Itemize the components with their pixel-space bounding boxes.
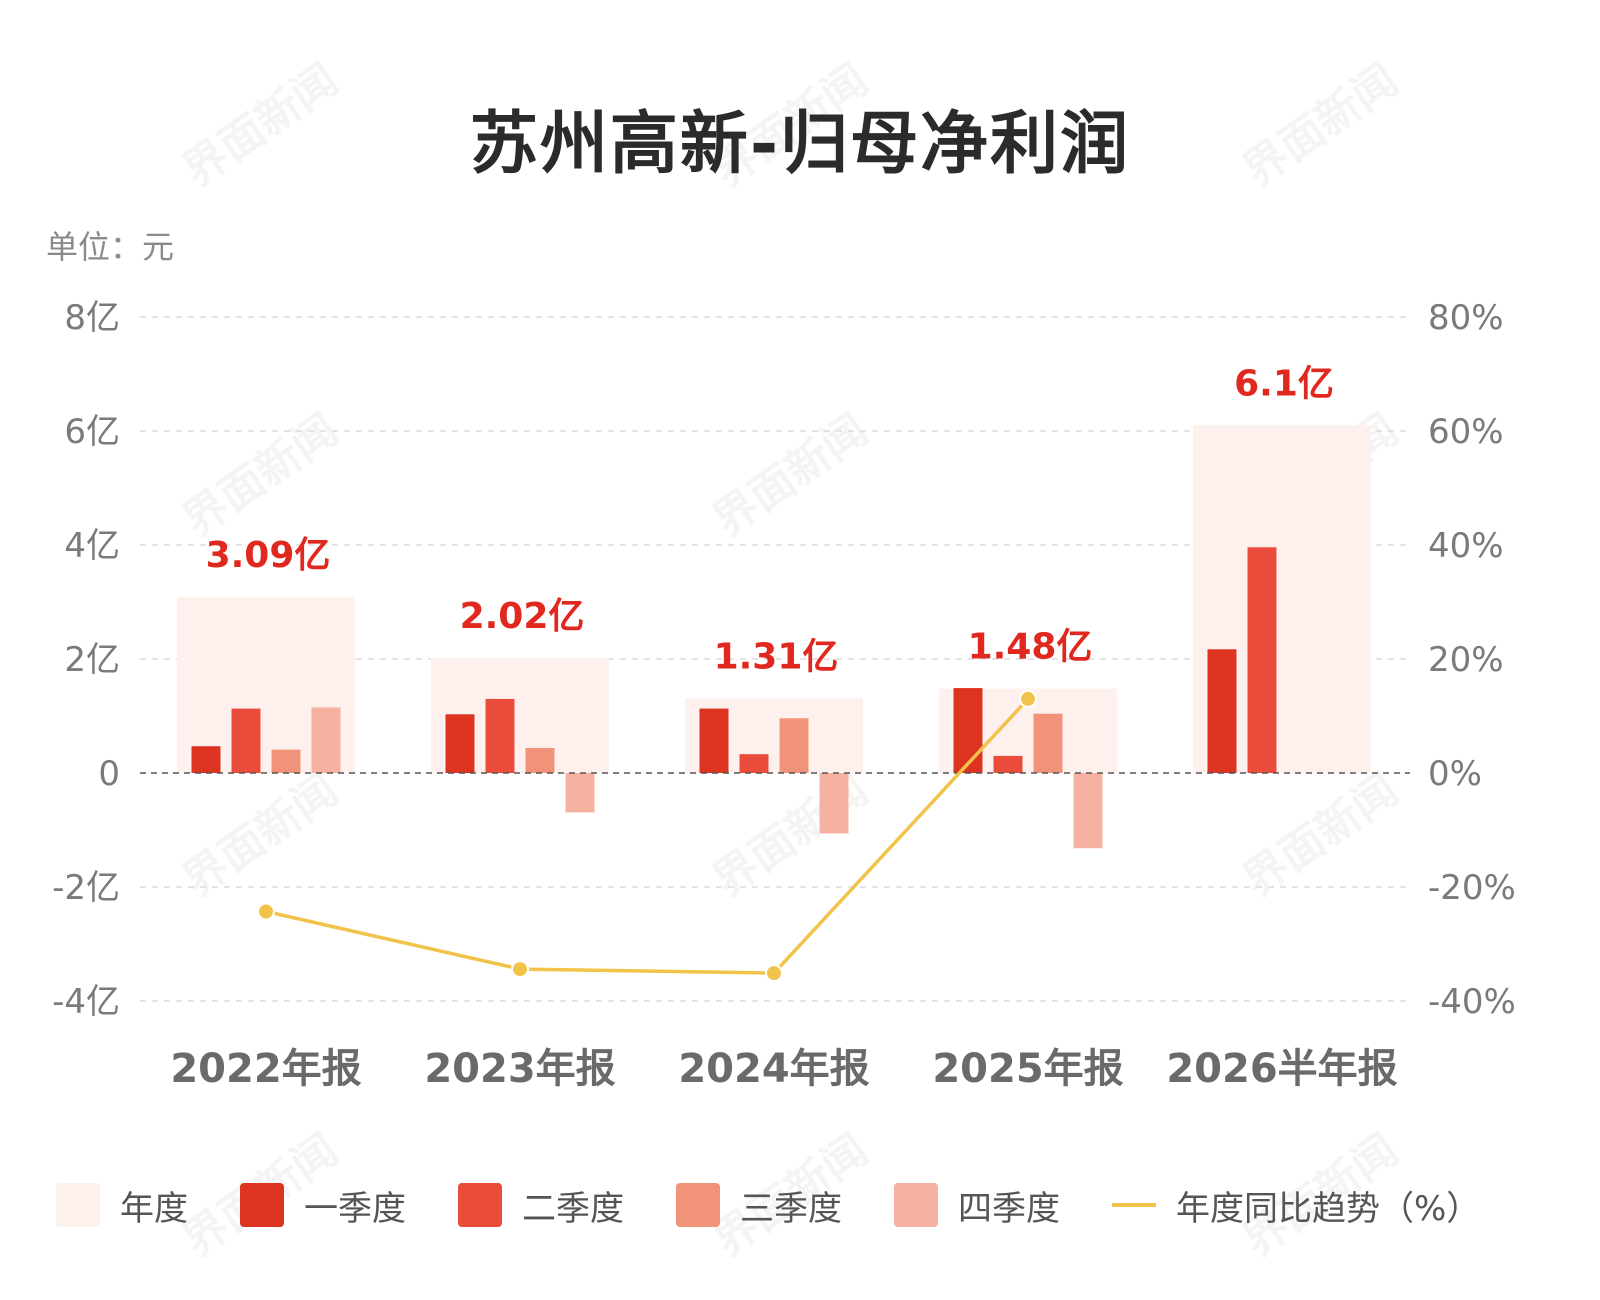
yoy-point xyxy=(1019,689,1037,708)
yoy-point xyxy=(765,964,783,983)
legend-label: 年度同比趋势（%） xyxy=(1176,1188,1481,1229)
legend: 年度 一季度 二季度 三季度 四季度 年度同比趋势（%） xyxy=(56,1180,1532,1230)
chart-title: 苏州高新-归母净利润 xyxy=(469,105,1131,184)
legend-item: 三季度 xyxy=(676,1181,842,1230)
legend-item: 年度同比趋势（%） xyxy=(1112,1181,1480,1230)
legend-label: 二季度 xyxy=(522,1188,624,1229)
quarter-bar xyxy=(1073,773,1103,849)
y-tick-label: 4亿 xyxy=(64,526,120,566)
quarter-bar xyxy=(819,773,849,834)
quarter-bar xyxy=(779,718,809,773)
quarter-bar xyxy=(271,749,301,773)
y2-tick-label: 60% xyxy=(1428,412,1504,452)
y-tick-label: -4亿 xyxy=(52,982,120,1022)
quarter-bar xyxy=(993,755,1023,773)
y-tick-label: 0 xyxy=(98,754,120,794)
x-category-label: 2026半年报 xyxy=(1166,1046,1397,1092)
legend-item: 四季度 xyxy=(894,1181,1060,1230)
quarter-bar xyxy=(525,747,555,773)
legend-label: 三季度 xyxy=(740,1188,842,1229)
legend-swatch xyxy=(1112,1203,1156,1207)
legend-swatch xyxy=(56,1183,100,1227)
y-tick-label: 2亿 xyxy=(64,640,120,680)
quarter-bar xyxy=(445,714,475,773)
y2-tick-label: 0% xyxy=(1428,754,1482,794)
x-category-label: 2023年报 xyxy=(424,1046,615,1092)
legend-item: 二季度 xyxy=(458,1181,624,1230)
legend-label: 一季度 xyxy=(304,1188,406,1229)
quarter-bar xyxy=(1247,547,1277,773)
y-tick-label: 6亿 xyxy=(64,412,120,452)
legend-swatch xyxy=(894,1183,938,1227)
y-tick-label: 8亿 xyxy=(64,298,120,338)
annual-value-label: 6.1亿 xyxy=(1234,363,1334,404)
unit-label: 单位：元 xyxy=(46,228,175,266)
yoy-trend-line xyxy=(265,697,1030,975)
y2-tick-label: -40% xyxy=(1428,982,1516,1022)
legend-item: 一季度 xyxy=(240,1181,406,1230)
quarter-bar xyxy=(1033,713,1063,773)
legend-label: 年度 xyxy=(120,1188,188,1229)
legend-swatch xyxy=(676,1183,720,1227)
annual-value-label: 2.02亿 xyxy=(460,596,585,637)
quarter-bar xyxy=(231,708,261,773)
annual-value-label: 1.31亿 xyxy=(714,636,839,677)
y2-tick-label: 40% xyxy=(1428,526,1504,566)
quarter-bar xyxy=(1207,649,1237,773)
x-category-label: 2022年报 xyxy=(170,1046,361,1092)
x-category-label: 2024年报 xyxy=(678,1046,869,1092)
y2-tick-label: 20% xyxy=(1428,640,1504,680)
annual-value-label: 1.48亿 xyxy=(968,627,1093,668)
legend-item: 年度 xyxy=(56,1181,188,1230)
y-tick-label: -2亿 xyxy=(52,868,120,908)
quarter-bar xyxy=(485,698,515,773)
quarter-bar xyxy=(953,688,983,773)
annual-value-label: 3.09亿 xyxy=(206,535,331,576)
y2-tick-label: 80% xyxy=(1428,298,1504,338)
yoy-point xyxy=(257,902,275,921)
quarter-bar xyxy=(739,754,769,773)
legend-label: 四季度 xyxy=(958,1188,1060,1229)
yoy-point xyxy=(511,960,529,979)
y2-tick-label: -20% xyxy=(1428,868,1516,908)
legend-swatch xyxy=(458,1183,502,1227)
quarter-bar xyxy=(191,746,221,773)
legend-swatch xyxy=(240,1183,284,1227)
quarter-bar xyxy=(311,707,341,773)
quarter-bar xyxy=(699,708,729,773)
quarter-bar xyxy=(565,773,595,813)
x-category-label: 2025年报 xyxy=(932,1046,1123,1092)
